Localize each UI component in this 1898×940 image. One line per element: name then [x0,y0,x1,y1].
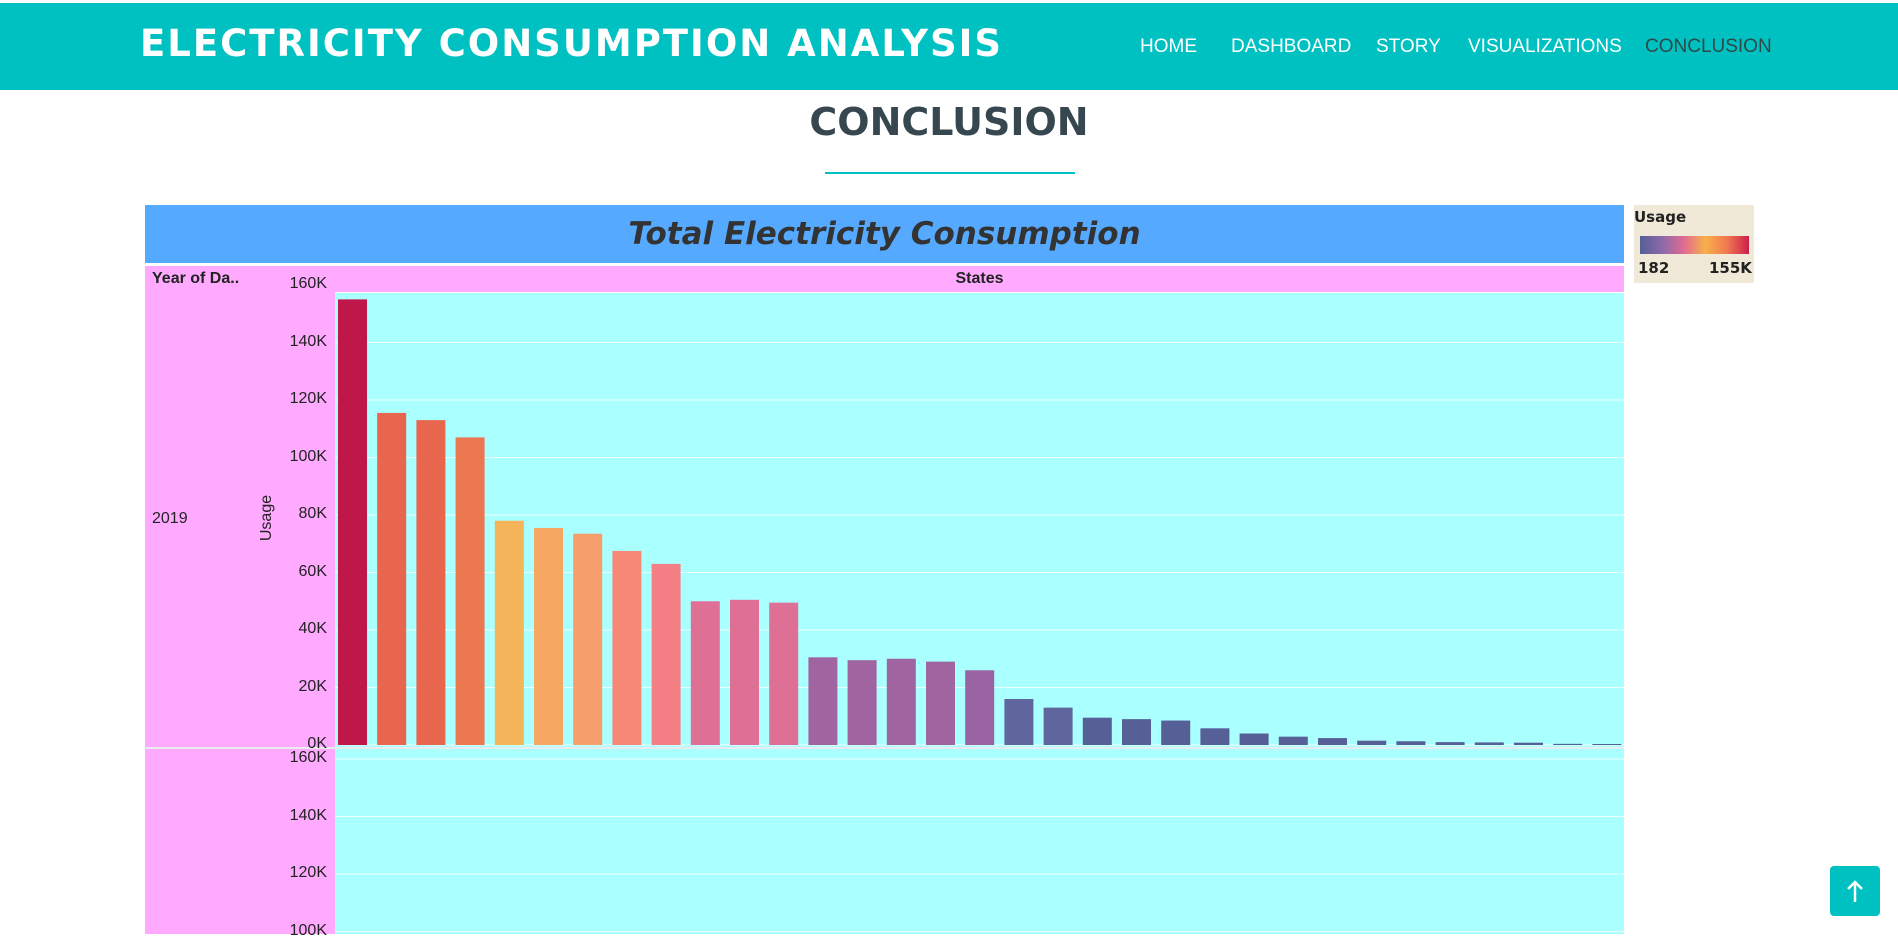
bar[interactable] [494,520,524,745]
bar[interactable] [1514,742,1543,745]
bar[interactable] [534,527,563,745]
bar[interactable] [338,299,367,745]
nav-dashboard[interactable]: DASHBOARD [1231,36,1352,57]
legend-title: Usage [1634,208,1687,226]
scroll-top-button[interactable] [1830,866,1880,916]
bar[interactable] [1043,707,1073,745]
row-header-label: Year of Da.. [152,270,240,287]
bar[interactable] [416,420,446,745]
bar[interactable] [377,412,407,745]
bar[interactable] [651,563,681,745]
site-brand[interactable]: ELECTRICITY CONSUMPTION ANALYSIS [140,22,1004,65]
column-header-row [335,266,1624,292]
bar[interactable] [1435,742,1465,745]
bar[interactable] [965,670,995,745]
y-tick-label: 80K [298,505,327,522]
chart-pane-lower [335,749,1624,934]
bar-chart [335,299,1624,932]
column-header-label: States [955,270,1004,287]
bar[interactable] [1161,720,1191,745]
y-tick-label: 100K [289,921,327,939]
bar[interactable] [1239,733,1269,746]
legend-min: 182 [1638,259,1670,277]
arrow-up-icon [1847,880,1863,902]
row-header-panel [145,266,335,934]
chart-title: Total Electricity Consumption [145,205,1624,263]
nav-story[interactable]: STORY [1376,36,1441,57]
bar[interactable] [769,602,799,745]
bar[interactable] [573,533,603,745]
legend-max: 155K [1709,259,1752,277]
bar[interactable] [1474,742,1504,745]
y-tick-label: 120K [289,864,327,881]
nav-conclusion[interactable]: CONCLUSION [1645,36,1772,57]
bar[interactable] [1396,741,1426,745]
year-value: 2019 [152,510,188,527]
bar[interactable] [886,658,916,745]
y-tick-label: 0K [307,735,327,752]
y-tick-label: 140K [289,806,327,824]
bar[interactable] [926,661,955,745]
bar[interactable] [1278,736,1308,745]
nav-home[interactable]: HOME [1140,36,1197,57]
bar[interactable] [1200,728,1230,745]
bar[interactable] [808,657,838,745]
y-tick-label: 60K [298,562,327,580]
top-navbar [0,3,1898,90]
nav-visualizations[interactable]: VISUALIZATIONS [1468,36,1622,57]
bar[interactable] [1592,744,1622,745]
page-title: CONCLUSION [809,100,1089,144]
bar[interactable] [1318,738,1347,745]
bar[interactable] [1553,743,1583,745]
bar[interactable] [1082,717,1112,745]
bar[interactable] [1122,719,1151,745]
y-tick-label: 100K [289,447,327,465]
bar[interactable] [847,660,877,745]
y-tick-label: 120K [289,390,327,407]
bar[interactable] [1004,699,1034,745]
pane-separator [145,747,1624,749]
y-tick-label: 160K [289,275,327,292]
bar[interactable] [612,550,642,745]
y-tick-label: 140K [289,332,327,350]
y-tick-label: 20K [298,677,327,695]
bar[interactable] [730,599,759,745]
title-underline [825,172,1075,174]
bar[interactable] [1357,740,1387,745]
y-tick-label: 40K [298,620,327,637]
bar[interactable] [690,601,720,745]
legend-gradient [1640,236,1749,254]
y-tick-label: 160K [289,749,327,766]
bar[interactable] [455,437,485,745]
